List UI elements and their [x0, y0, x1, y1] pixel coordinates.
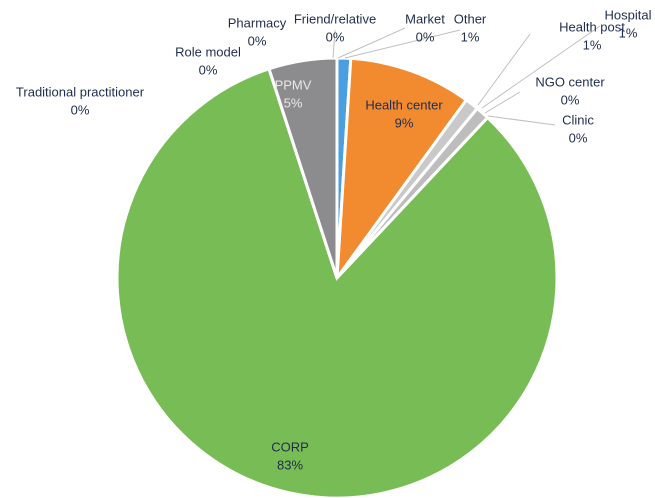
leader-line [484, 91, 521, 114]
slice-label: Health center [365, 97, 443, 112]
pie-slice [335, 56, 469, 284]
slice-label: Pharmacy [228, 15, 287, 30]
value-label: 1% [461, 29, 480, 44]
value-label: 0% [561, 92, 580, 107]
slice-label: NGO center [535, 74, 605, 89]
slice-label: Market [405, 11, 445, 26]
slice-label: Hospital [605, 7, 652, 22]
value-label: 1% [619, 25, 638, 40]
leader-line [487, 115, 556, 126]
value-label: 0% [199, 62, 218, 77]
slice-label: Role model [175, 44, 241, 59]
value-label: 1% [583, 37, 602, 52]
leader-line [337, 27, 406, 59]
slice-label: Health post [559, 19, 625, 34]
slice-label: PPMV [275, 77, 312, 92]
value-label: 0% [326, 29, 345, 44]
pie-slice [115, 66, 559, 498]
leader-line [477, 33, 531, 106]
slice-label: Other [454, 11, 487, 26]
value-label: 0% [416, 29, 435, 44]
slice-label: Friend/relative [294, 11, 376, 26]
slice-label: Traditional practitioner [16, 84, 145, 99]
value-label: 5% [284, 95, 303, 110]
leader-line [332, 29, 336, 59]
value-label: 83% [277, 457, 303, 472]
slice-label: CORP [271, 439, 309, 454]
value-label: 9% [395, 115, 414, 130]
value-label: 0% [248, 33, 267, 48]
slice-label: Clinic [562, 112, 594, 127]
leader-line [344, 29, 461, 59]
value-label: 0% [569, 130, 588, 145]
leader-line [481, 25, 601, 109]
value-label: 0% [71, 102, 90, 117]
